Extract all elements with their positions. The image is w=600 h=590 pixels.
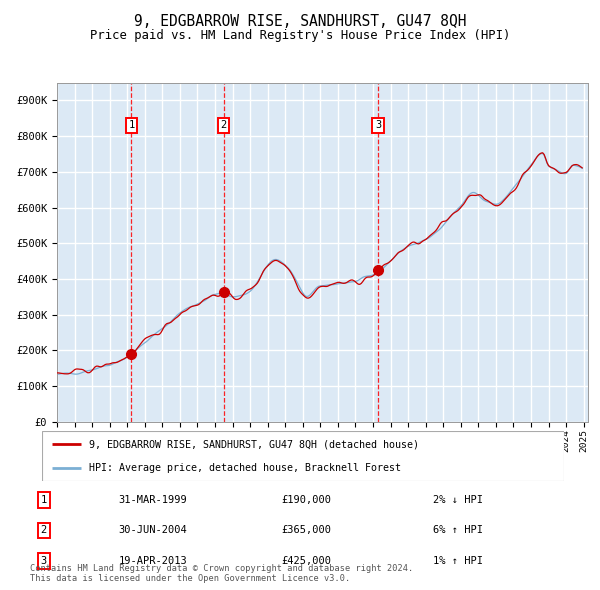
Text: HPI: Average price, detached house, Bracknell Forest: HPI: Average price, detached house, Brac…	[89, 463, 401, 473]
Text: £425,000: £425,000	[281, 556, 331, 566]
Text: 6% ↑ HPI: 6% ↑ HPI	[433, 526, 483, 536]
Text: 19-APR-2013: 19-APR-2013	[118, 556, 187, 566]
Text: 9, EDGBARROW RISE, SANDHURST, GU47 8QH (detached house): 9, EDGBARROW RISE, SANDHURST, GU47 8QH (…	[89, 439, 419, 449]
Text: 31-MAR-1999: 31-MAR-1999	[118, 495, 187, 505]
Text: 3: 3	[375, 120, 382, 130]
Text: £365,000: £365,000	[281, 526, 331, 536]
Text: 2: 2	[221, 120, 227, 130]
Text: 30-JUN-2004: 30-JUN-2004	[118, 526, 187, 536]
Text: 1: 1	[41, 495, 47, 505]
Text: 9, EDGBARROW RISE, SANDHURST, GU47 8QH: 9, EDGBARROW RISE, SANDHURST, GU47 8QH	[134, 14, 466, 29]
FancyBboxPatch shape	[42, 431, 564, 481]
Text: 1: 1	[128, 120, 134, 130]
Text: 2% ↓ HPI: 2% ↓ HPI	[433, 495, 483, 505]
Text: Contains HM Land Registry data © Crown copyright and database right 2024.
This d: Contains HM Land Registry data © Crown c…	[30, 563, 413, 583]
Text: 2: 2	[41, 526, 47, 536]
Text: £190,000: £190,000	[281, 495, 331, 505]
Text: 1% ↑ HPI: 1% ↑ HPI	[433, 556, 483, 566]
Text: 3: 3	[41, 556, 47, 566]
Text: Price paid vs. HM Land Registry's House Price Index (HPI): Price paid vs. HM Land Registry's House …	[90, 30, 510, 42]
